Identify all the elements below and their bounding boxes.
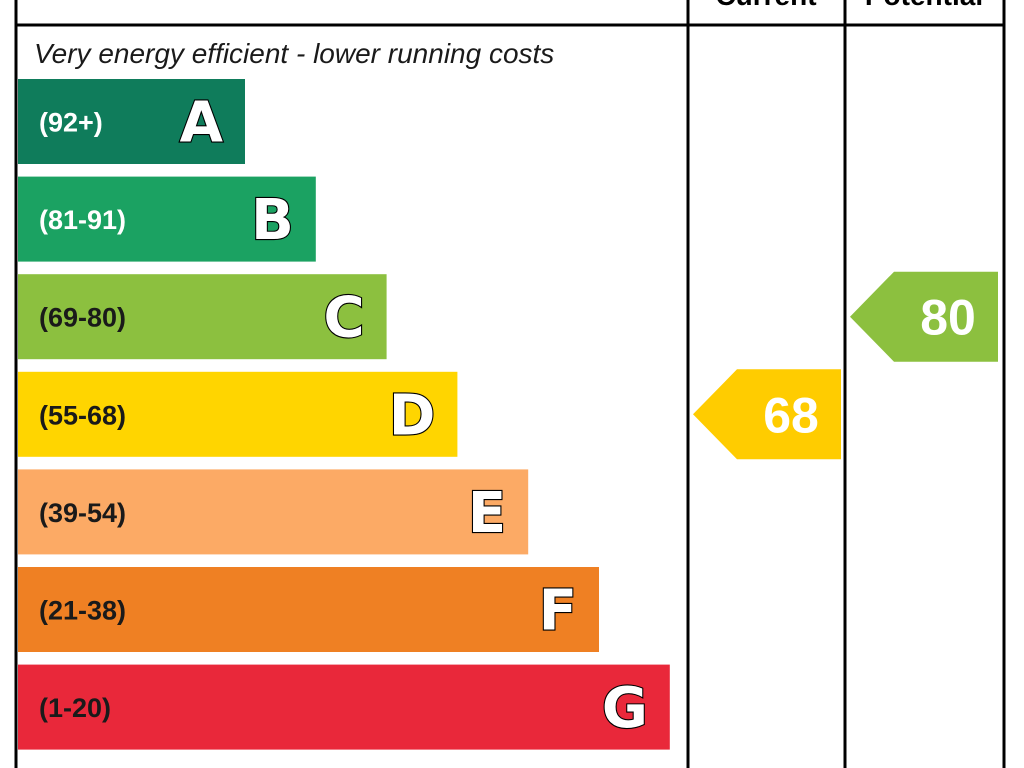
band-f-letter: F xyxy=(539,579,577,644)
top-caption: Very energy efficient - lower running co… xyxy=(34,38,554,69)
band-g-range: (1-20) xyxy=(39,693,111,723)
current-rating-value: 68 xyxy=(763,387,819,443)
band-c-letter: C xyxy=(323,286,364,351)
current-column-header: Current xyxy=(715,0,816,11)
band-e-letter: E xyxy=(468,481,506,546)
band-e-bar xyxy=(18,469,529,555)
band-b-range: (81-91) xyxy=(39,205,126,235)
band-d-bar xyxy=(18,371,458,457)
band-f-bar xyxy=(18,567,599,652)
band-a-letter: A xyxy=(180,91,224,156)
band-e-range: (39-54) xyxy=(39,498,126,528)
band-d-range: (55-68) xyxy=(39,400,126,430)
rating-bands: (92+) A (81-91) B (69-80) C (55-68) D (39-54) E (2… xyxy=(18,79,670,750)
band-d-letter: D xyxy=(389,383,435,448)
band-f-range: (21-38) xyxy=(39,596,126,626)
potential-rating-value: 80 xyxy=(920,290,976,346)
band-c-range: (69-80) xyxy=(39,303,126,333)
band-c-bar xyxy=(18,274,387,360)
band-a-range: (92+) xyxy=(39,108,103,138)
band-a-bar xyxy=(18,79,245,164)
band-b-letter: B xyxy=(251,188,294,253)
potential-rating-arrow xyxy=(850,271,998,362)
band-g-bar xyxy=(18,664,670,750)
rating-arrows: 68 80 xyxy=(693,271,998,460)
chart-frame xyxy=(14,0,1006,768)
potential-column-header: Potential xyxy=(865,0,983,11)
band-g-letter: G xyxy=(602,676,648,741)
band-b-bar xyxy=(18,176,316,262)
current-rating-arrow xyxy=(693,369,841,460)
